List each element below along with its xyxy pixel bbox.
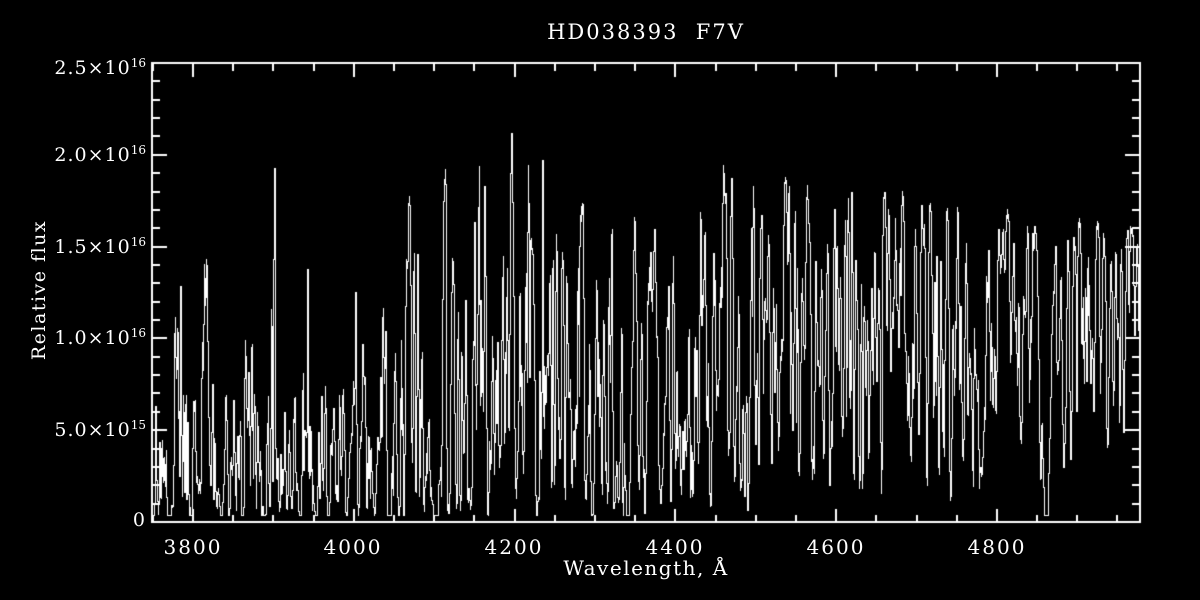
chart-title: HD038393 F7V bbox=[547, 20, 745, 44]
y-tick-label-1e16: 1.0×1016 bbox=[54, 326, 146, 349]
y-tick-label-0: 0 bbox=[132, 509, 146, 531]
x-axis-title: Wavelength, Å bbox=[563, 556, 729, 580]
x-tick-label-4800: 4800 bbox=[967, 535, 1027, 559]
y-tick-label-1.5e16: 1.5×1016 bbox=[54, 235, 146, 258]
y-tick-label-2.5e16: 2.5×1016 bbox=[54, 56, 146, 79]
x-tick-label-4400: 4400 bbox=[645, 535, 705, 559]
y-axis-title: Relative flux bbox=[28, 219, 50, 361]
y-tick-label-5e15: 5.0×1015 bbox=[54, 418, 146, 441]
x-tick-label-4200: 4200 bbox=[484, 535, 544, 559]
x-tick-label-3800: 3800 bbox=[163, 535, 223, 559]
x-tick-label-4600: 4600 bbox=[806, 535, 866, 559]
y-tick-label-2e16: 2.0×1016 bbox=[54, 143, 146, 166]
x-tick-label-4000: 4000 bbox=[323, 535, 383, 559]
